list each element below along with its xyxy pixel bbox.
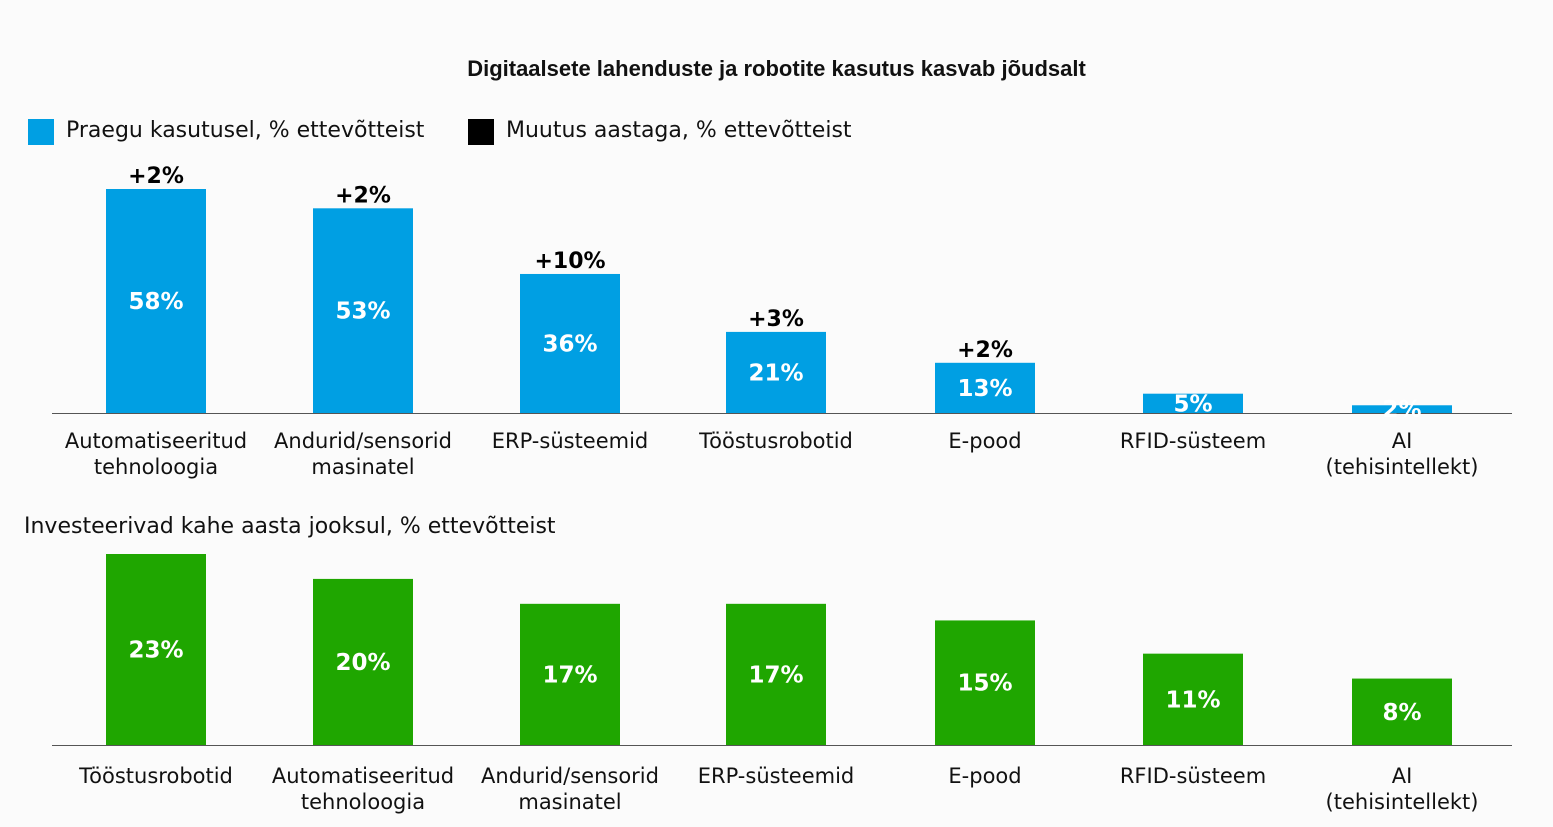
data-label-invest: 15% [957,671,1012,697]
data-label-invest: 17% [748,662,803,688]
category-label-invest: Tööstusrobotid [78,764,233,788]
change-label: +2% [957,338,1013,363]
category-label-usage: Andurid/sensorid masinatel [274,429,452,479]
legend-swatch-change [468,119,494,145]
legend-label-current: Praegu kasutusel, % ettevõtteist [66,118,425,143]
data-label-usage: 53% [335,299,390,325]
bar-usage [935,362,1035,413]
data-label-invest: 23% [128,638,183,664]
change-label: +10% [534,249,605,274]
bar-invest [106,554,206,745]
bar-usage [106,189,206,413]
data-label-usage: 13% [957,376,1012,402]
data-label-invest: 11% [1165,687,1220,713]
data-label-invest: 17% [542,662,597,688]
category-label-invest: AI (tehisintellekt) [1326,764,1479,814]
category-label-usage: Tööstusrobotid [698,429,853,453]
bar-usage [1352,405,1452,413]
data-label-usage: 58% [128,289,183,315]
bar-usage [520,273,620,413]
data-label-usage: 2% [1382,397,1421,423]
bar-usage [1143,393,1243,413]
category-label-invest: Automatiseeritud tehnoloogia [272,764,454,814]
bar-usage [313,208,413,413]
bar-usage [726,331,826,413]
legend-swatch-current [28,119,54,145]
bar-invest [726,603,826,745]
chart-title: Digitaalsete lahenduste ja robotite kasu… [467,56,1086,81]
change-label: +2% [128,164,184,189]
change-label: +3% [748,307,804,332]
bar-invest [1143,653,1243,745]
investment-section-title: Investeerivad kahe aasta jooksul, % ette… [24,514,556,539]
data-label-usage: 21% [748,360,803,386]
category-label-usage: E-pood [948,429,1021,453]
data-label-invest: 20% [335,650,390,676]
category-label-usage: Automatiseeritud tehnoloogia [65,429,247,479]
category-label-invest: ERP-süsteemid [698,764,855,788]
bar-invest [313,578,413,745]
category-label-invest: E-pood [948,764,1021,788]
bar-invest [935,620,1035,745]
data-label-usage: 36% [542,331,597,357]
category-label-usage: ERP-süsteemid [492,429,649,453]
category-label-invest: Andurid/sensorid masinatel [481,764,659,814]
bar-invest [520,603,620,745]
data-label-invest: 8% [1382,700,1421,726]
legend-label-change: Muutus aastaga, % ettevõtteist [506,118,852,143]
change-label: +2% [335,183,391,208]
category-label-usage: AI (tehisintellekt) [1326,429,1479,479]
category-label-invest: RFID-süsteem [1120,764,1266,788]
bar-invest [1352,678,1452,745]
category-label-usage: RFID-süsteem [1120,429,1266,453]
data-label-usage: 5% [1173,391,1212,417]
